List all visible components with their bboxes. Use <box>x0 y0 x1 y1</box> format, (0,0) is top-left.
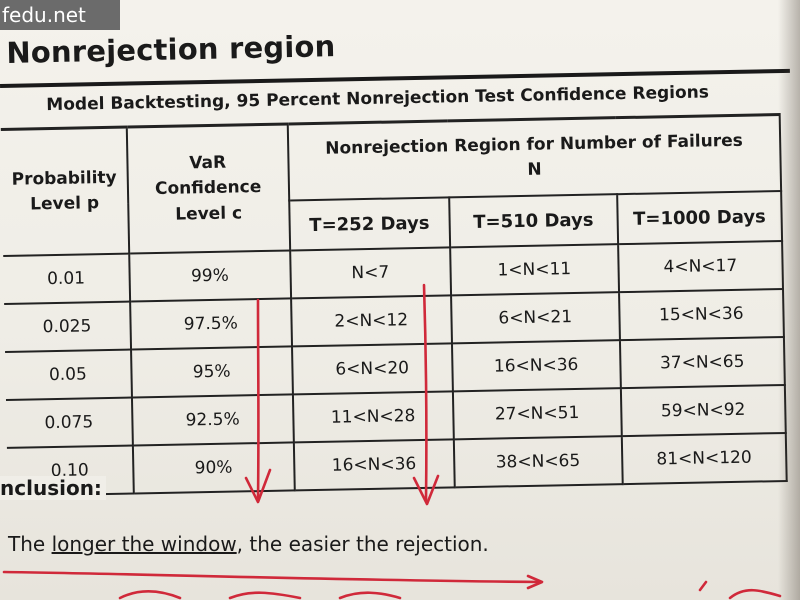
cell-t252: 16<N<36 <box>293 439 455 491</box>
summary-after: , the easier the rejection. <box>236 532 489 556</box>
watermark: fedu.net <box>0 0 120 30</box>
page-title: Nonrejection region <box>6 29 336 70</box>
watermark-text: fedu.net <box>2 3 86 27</box>
cell-confidence: 97.5% <box>129 298 292 350</box>
cell-t510: 6<N<21 <box>450 292 620 344</box>
summary-sentence: The longer the window, the easier the re… <box>8 532 489 556</box>
cell-confidence: 95% <box>130 346 293 398</box>
cell-t1000: 15<N<36 <box>618 289 784 341</box>
conclusion-label: nclusion: <box>0 476 106 500</box>
cell-t510: 38<N<65 <box>453 436 623 488</box>
cell-t1000: 37<N<65 <box>619 336 785 389</box>
table-caption: Model Backtesting, 95 Percent Nonrejecti… <box>46 82 710 116</box>
cell-t252: 2<N<12 <box>290 295 452 347</box>
cell-probability: 0.075 <box>5 397 133 448</box>
cell-probability: 0.05 <box>5 349 132 400</box>
header-probability: Probability Level p <box>0 127 129 256</box>
header-row-main: Probability Level p VaR Confidence Level… <box>0 114 782 256</box>
header-t252: T=252 Days <box>288 197 450 251</box>
cell-probability: 0.025 <box>4 301 131 352</box>
cell-probability: 0.01 <box>3 253 130 304</box>
header-t510: T=510 Days <box>448 194 618 248</box>
cell-t510: 27<N<51 <box>452 388 622 440</box>
cell-confidence: 90% <box>132 442 295 494</box>
cell-t252: 11<N<28 <box>292 391 454 443</box>
header-t1000: T=1000 Days <box>616 191 783 245</box>
cell-t1000: 81<N<120 <box>621 432 787 485</box>
underline-arrowhead <box>526 574 544 590</box>
scribble-bottom <box>118 580 782 600</box>
cell-confidence: 92.5% <box>131 394 294 446</box>
header-nonrejection-region: Nonrejection Region for Number of Failur… <box>287 114 782 201</box>
summary-before: The <box>8 532 52 556</box>
nonrejection-table: Probability Level p VaR Confidence Level… <box>0 113 788 497</box>
header-var-confidence: VaR Confidence Level c <box>126 123 290 254</box>
table-container: Model Backtesting, 95 Percent Nonrejecti… <box>0 73 788 528</box>
summary-underlined: longer the window <box>51 532 237 556</box>
cell-confidence: 99% <box>128 250 291 302</box>
cell-t510: 16<N<36 <box>451 340 621 392</box>
underline-stroke <box>2 570 542 584</box>
cell-t510: 1<N<11 <box>449 244 619 296</box>
cell-t252: 6<N<20 <box>291 343 453 395</box>
cell-t252: N<7 <box>289 247 451 299</box>
cell-t1000: 4<N<17 <box>617 241 784 293</box>
cell-t1000: 59<N<92 <box>620 384 786 437</box>
